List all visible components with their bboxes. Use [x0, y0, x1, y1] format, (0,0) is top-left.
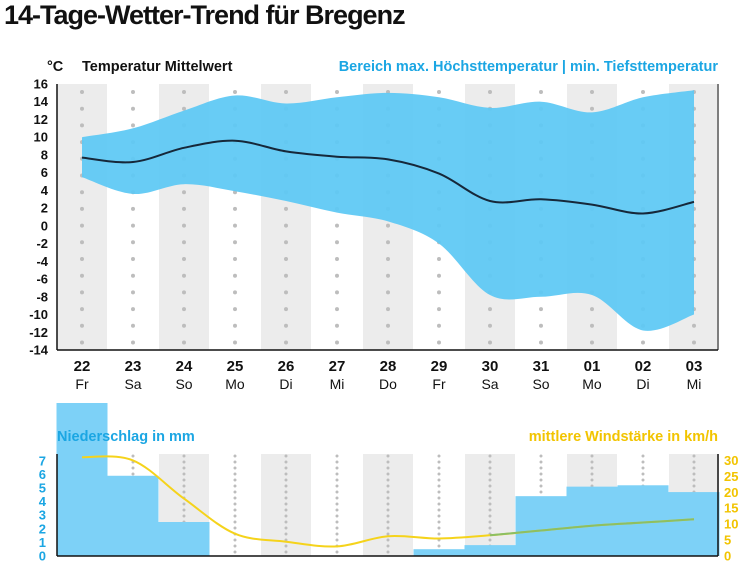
temperature-mean-line [81, 139, 695, 215]
precipitation-tick-label: 0 [39, 549, 46, 564]
precipitation-tick-label: 6 [39, 467, 46, 482]
wind-tick-label: 10 [724, 517, 738, 532]
temperature-tick-label: -8 [36, 289, 48, 304]
precipitation-tick-label: 4 [39, 494, 47, 509]
day-date-label: 24 [176, 358, 193, 375]
day-date-label: 26 [278, 358, 295, 375]
precipitation-tick-label: 1 [39, 535, 46, 550]
day-date-label: 03 [686, 358, 703, 375]
precipitation-tick-label: 7 [39, 453, 46, 468]
day-weekday-label: Sa [481, 376, 498, 392]
temperature-tick-label: -12 [29, 325, 48, 340]
temperature-tick-label: 14 [34, 94, 49, 109]
temperature-tick-label: -6 [36, 272, 48, 287]
day-date-label: 29 [431, 358, 448, 375]
day-date-label: 30 [482, 358, 499, 375]
axes [56, 84, 719, 351]
precipitation-bar [56, 403, 108, 556]
temperature-tick-label: 4 [41, 183, 49, 198]
day-weekday-label: Mi [330, 376, 345, 392]
temperature-tick-label: 6 [41, 165, 48, 180]
wind-tick-label: 0 [724, 549, 731, 564]
temperature-range-band [82, 90, 694, 331]
day-weekday-label: Do [379, 376, 397, 392]
temperature-tick-label: 16 [34, 77, 48, 92]
day-date-label: 23 [125, 358, 142, 375]
wind-line-over-bars [489, 518, 695, 537]
day-weekday-label: Di [636, 376, 649, 392]
day-date-label: 31 [533, 358, 550, 375]
wind-label: mittlere Windstärke in km/h [529, 429, 718, 445]
precipitation-bar [566, 486, 618, 556]
temperature-unit-label: °C [47, 59, 64, 75]
column-stripe [57, 84, 107, 350]
temperature-tick-label: 2 [41, 201, 48, 216]
temperature-tick-label: -14 [29, 343, 49, 358]
precipitation-bar [668, 492, 720, 556]
day-date-label: 27 [329, 358, 346, 375]
page-title: 14-Tage-Wetter-Trend für Bregenz [4, 0, 406, 30]
precipitation-tick-label: 2 [39, 521, 46, 536]
temperature-tick-label: 8 [41, 147, 48, 162]
wind-tick-label: 25 [724, 469, 738, 484]
wind-tick-label: 30 [724, 453, 738, 468]
legend-range-label: Bereich max. Höchsttemperatur | min. Tie… [339, 59, 719, 75]
precipitation-bar [464, 545, 516, 556]
precipitation-bar [413, 549, 465, 556]
day-weekday-label: Sa [124, 376, 141, 392]
day-date-label: 25 [227, 358, 244, 375]
day-weekday-label: Di [279, 376, 292, 392]
wind-tick-label: 15 [724, 501, 738, 516]
day-weekday-label: So [175, 376, 192, 392]
day-weekday-label: So [532, 376, 549, 392]
precipitation-bar [158, 522, 210, 556]
precipitation-tick-label: 3 [39, 508, 46, 523]
temperature-tick-label: -2 [36, 236, 48, 251]
day-date-label: 22 [74, 358, 91, 375]
precipitation-bar [107, 475, 159, 556]
legend-mean-label: Temperatur Mittelwert [82, 59, 233, 75]
precipitation-tick-label: 5 [39, 481, 46, 496]
temperature-tick-label: -4 [36, 254, 48, 269]
wind-tick-label: 20 [724, 485, 738, 500]
day-date-label: 02 [635, 358, 652, 375]
day-weekday-label: Mi [687, 376, 702, 392]
day-date-label: 01 [584, 358, 601, 375]
day-weekday-label: Mo [225, 376, 245, 392]
day-weekday-label: Mo [582, 376, 602, 392]
wind-tick-label: 5 [724, 533, 731, 548]
temperature-plot [81, 90, 695, 331]
temperature-tick-label: -10 [29, 307, 48, 322]
precipitation-bar [515, 496, 567, 556]
temperature-tick-label: 0 [41, 218, 48, 233]
temperature-tick-label: 12 [34, 112, 48, 127]
axis-labels: 1614121086420-2-4-6-8-10-12-1422Fr23Sa24… [29, 77, 702, 393]
day-date-label: 28 [380, 358, 397, 375]
temperature-tick-label: 10 [34, 130, 48, 145]
precipitation-label: Niederschlag in mm [57, 429, 195, 445]
day-weekday-label: Fr [75, 376, 89, 392]
day-weekday-label: Fr [432, 376, 446, 392]
